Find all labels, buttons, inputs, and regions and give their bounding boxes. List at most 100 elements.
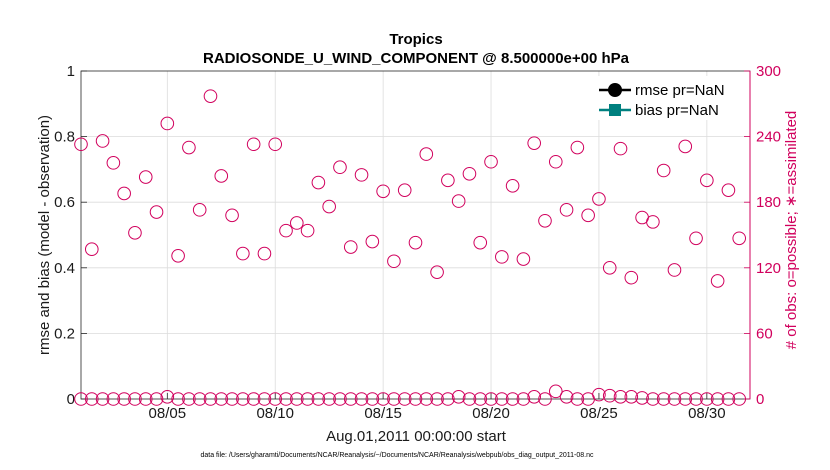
legend-bias-marker: [609, 104, 621, 116]
assimilated-obs-point: [138, 392, 153, 406]
possible-obs-point: [128, 226, 142, 240]
legend: rmse pr=NaN bias pr=NaN: [587, 76, 735, 120]
chart-subtitle: RADIOSONDE_U_WIND_COMPONENT @ 8.500000e+…: [203, 50, 630, 67]
assimilated-obs-point: [495, 392, 509, 406]
assimilated-obs-point: [592, 387, 606, 402]
legend-rmse-marker: [608, 83, 622, 97]
assimilated-obs-point: [408, 392, 423, 406]
assimilated-obs-point: [419, 392, 434, 406]
possible-obs-point: [646, 215, 660, 229]
assimilated-obs-point: [311, 392, 326, 406]
y-axis-ticks: 0 0.2 0.4 0.6 0.8 1: [54, 63, 87, 408]
assimilated-obs-point: [656, 392, 671, 406]
x-axis-label: Aug.01,2011 00:00:00 start: [326, 428, 507, 445]
possible-obs-point: [387, 254, 401, 269]
x-tick-label: 08/15: [364, 405, 402, 422]
assimilated-obs-point: [95, 392, 110, 406]
assimilated-obs-point: [376, 392, 390, 406]
possible-obs-point: [441, 173, 455, 188]
assimilated-obs-point: [322, 392, 336, 406]
possible-obs-point: [149, 205, 164, 219]
possible-obs-point: [559, 203, 574, 217]
possible-obs-point: [257, 246, 272, 261]
assimilated-obs-point: [548, 384, 563, 399]
assimilated-obs-point: [624, 390, 639, 404]
possible-obs-point: [397, 183, 412, 197]
possible-obs-point: [182, 140, 196, 155]
y-tick-label: 0.6: [54, 194, 75, 211]
x-tick-label: 08/10: [256, 405, 294, 422]
possible-obs-point: [192, 203, 207, 217]
possible-obs-point: [322, 199, 336, 214]
possible-obs-point: [160, 116, 175, 131]
possible-obs-point: [408, 235, 423, 250]
possible-obs-point: [365, 234, 380, 249]
assimilated-obs-point: [710, 392, 725, 406]
assimilated-obs-point: [484, 392, 498, 406]
assimilated-obs-point: [354, 392, 369, 406]
assimilated-obs-point: [462, 392, 477, 406]
possible-obs-point: [700, 173, 714, 188]
assimilated-obs-point: [84, 392, 99, 406]
assimilated-obs-point: [538, 392, 552, 406]
possible-obs-point: [721, 183, 736, 197]
assimilated-obs-point: [290, 392, 304, 406]
assimilated-obs-point: [721, 392, 736, 406]
possible-obs-point: [106, 156, 121, 170]
plot-area-frame: [80, 70, 751, 400]
possible-obs-point: [570, 140, 585, 155]
possible-obs-point: [343, 240, 358, 254]
possible-obs-point: [527, 136, 541, 150]
right-axis-label: # of obs: o=possible; ∗=assimilated: [783, 111, 800, 350]
assimilated-obs-point: [203, 392, 218, 406]
assimilated-obs-point: [678, 392, 693, 406]
x-tick-label: 08/30: [688, 405, 726, 422]
possible-obs-point: [484, 154, 498, 169]
assimilated-obs-point: [192, 392, 207, 406]
assimilated-obs-point: [732, 392, 747, 406]
possible-obs-point: [732, 231, 747, 246]
possible-obs-point: [602, 261, 617, 275]
x-tick-label: 08/05: [149, 405, 187, 422]
grid-lines: [81, 71, 750, 399]
x-tick-label: 08/20: [472, 405, 510, 422]
possible-obs-point: [689, 231, 703, 246]
possible-obs-point: [678, 139, 693, 154]
possible-obs-point: [473, 235, 488, 250]
possible-obs-point: [225, 208, 239, 223]
assimilated-obs-point: [246, 392, 261, 406]
y-axis-label: rmse and bias (model - observation): [36, 115, 53, 355]
possible-obs-point: [581, 208, 595, 223]
right-tick-label: 300: [756, 63, 781, 80]
y-tick-label: 0: [67, 391, 75, 408]
assimilated-obs-point: [387, 392, 401, 406]
y-tick-label: 0.8: [54, 129, 75, 146]
assimilated-obs-point: [300, 392, 315, 406]
assimilated-obs-point: [257, 392, 272, 406]
right-axis-ticks: 0 60 120 180 240 300: [744, 63, 781, 408]
assimilated-obs-point: [343, 392, 358, 406]
possible-obs-point: [246, 137, 261, 152]
possible-obs-point: [516, 252, 531, 266]
assimilated-obs-point: [689, 392, 703, 406]
assimilated-obs-point: [171, 392, 185, 406]
y-tick-label: 0.4: [54, 260, 75, 277]
assimilated-obs-point: [160, 390, 175, 404]
possible-obs-point: [462, 166, 477, 181]
assimilated-obs-point: [365, 392, 380, 406]
assimilated-obs-point: [182, 392, 196, 406]
x-tick-label: 08/25: [580, 405, 618, 422]
assimilated-obs-point: [570, 392, 585, 406]
assimilated-obs-point: [236, 392, 250, 406]
possible-obs-point: [138, 170, 153, 184]
assimilated-obs-point: [279, 392, 293, 406]
assimilated-obs-point: [397, 392, 412, 406]
assimilated-obs-point: [225, 392, 239, 406]
y-tick-label: 0.2: [54, 325, 75, 342]
possible-obs-point: [430, 265, 444, 279]
possible-obs-point: [451, 194, 466, 208]
possible-obs-point: [505, 179, 520, 193]
possible-obs-point: [236, 246, 250, 261]
possible-obs-point: [171, 248, 185, 263]
assimilated-obs-point: [505, 392, 520, 406]
